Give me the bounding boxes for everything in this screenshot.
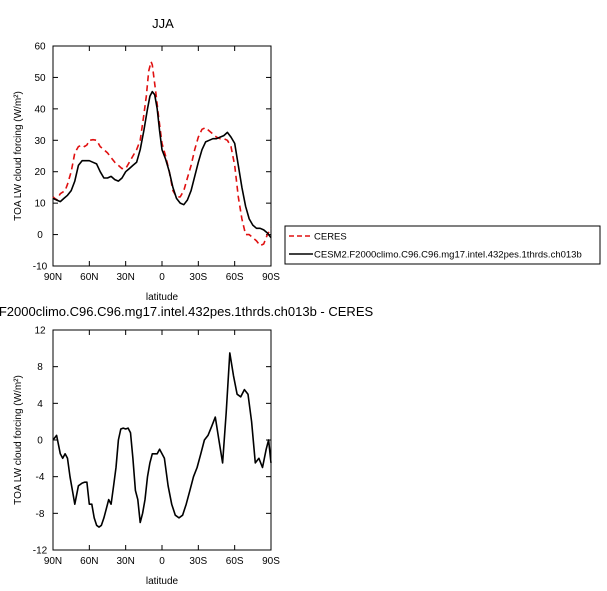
- top-x-ticks: 90N 60N 30N 0 30S 60S 90S: [44, 46, 280, 283]
- bottom-y-tick-label: 0: [37, 436, 43, 447]
- bottom-x-tick-label: 90S: [262, 556, 280, 567]
- top-x-tick-label: 30N: [116, 272, 134, 283]
- bottom-plot-area: 90N 60N 30N 0 30S 60S 90S -12 -8 -4 0 4 8 12: [33, 326, 280, 568]
- top-y-axis-label: TOA LW cloud forcing (W/m²): [13, 91, 24, 221]
- bottom-y-axis-label: TOA LW cloud forcing (W/m²): [13, 375, 24, 505]
- bottom-panel: F2000climo.C96.C96.mg17.intel.432pes.1th…: [0, 304, 373, 587]
- top-plot-frame: [52, 45, 272, 267]
- top-x-tick-label: 90S: [262, 272, 280, 283]
- top-y-tick-label: 50: [34, 73, 46, 84]
- bottom-x-tick-label: 30N: [116, 556, 134, 567]
- top-y-tick-label: 10: [34, 199, 46, 210]
- bottom-y-tick-label: -12: [33, 546, 48, 557]
- top-y-tick-label: 30: [34, 136, 46, 147]
- bottom-x-ticks: 90N 60N 30N 0 30S 60S 90S: [44, 330, 280, 567]
- bottom-y-tick-label: 8: [37, 362, 43, 373]
- bottom-series-group: [52, 352, 272, 528]
- top-series-group: [52, 60, 272, 247]
- bottom-x-tick-label: 60N: [80, 556, 98, 567]
- top-x-tick-label: 0: [159, 272, 165, 283]
- top-panel: JJA 90N 60N 30N 0 30S 60S 90S -10 0 10 20 30 40 50 60…: [13, 16, 601, 303]
- bottom-y-ticks: -12 -8 -4 0 4 8 12: [33, 326, 271, 557]
- top-y-tick-label: 60: [34, 42, 46, 53]
- top-chart-title: JJA: [152, 16, 174, 31]
- top-series-line-ceres: [52, 60, 272, 247]
- top-y-tick-label: 0: [37, 230, 43, 241]
- legend-box: [284, 225, 601, 265]
- top-x-tick-label: 60S: [226, 272, 244, 283]
- top-y-ticks: -10 0 10 20 30 40 50 60: [33, 42, 271, 273]
- top-legend: CERES CESM2.F2000climo.C96.C96.mg17.inte…: [284, 225, 601, 265]
- top-x-tick-label: 30S: [189, 272, 207, 283]
- top-series-line-cesm2: [52, 90, 272, 239]
- legend-label-cesm2: CESM2.F2000climo.C96.C96.mg17.intel.432p…: [314, 250, 582, 261]
- bottom-chart-title: F2000climo.C96.C96.mg17.intel.432pes.1th…: [0, 304, 373, 319]
- bottom-y-tick-label: -8: [36, 509, 45, 520]
- bottom-x-tick-label: 30S: [189, 556, 207, 567]
- legend-label-ceres: CERES: [314, 232, 347, 243]
- bottom-series-line-difference: [52, 352, 272, 528]
- bottom-plot-frame: [52, 329, 272, 551]
- top-y-tick-label: 40: [34, 104, 46, 115]
- bottom-x-axis-label: latitude: [146, 576, 179, 587]
- bottom-y-tick-label: 12: [34, 326, 46, 337]
- bottom-x-tick-label: 60S: [226, 556, 244, 567]
- top-x-tick-label: 90N: [44, 272, 62, 283]
- bottom-y-tick-label: -4: [36, 472, 45, 483]
- top-plot-area: 90N 60N 30N 0 30S 60S 90S -10 0 10 20 30 40 50 60: [33, 42, 280, 284]
- top-y-tick-label: -10: [33, 262, 48, 273]
- bottom-x-tick-label: 0: [159, 556, 165, 567]
- bottom-y-tick-label: 4: [37, 399, 43, 410]
- top-y-tick-label: 20: [34, 167, 46, 178]
- top-x-tick-label: 60N: [80, 272, 98, 283]
- bottom-x-tick-label: 90N: [44, 556, 62, 567]
- top-x-axis-label: latitude: [146, 292, 179, 303]
